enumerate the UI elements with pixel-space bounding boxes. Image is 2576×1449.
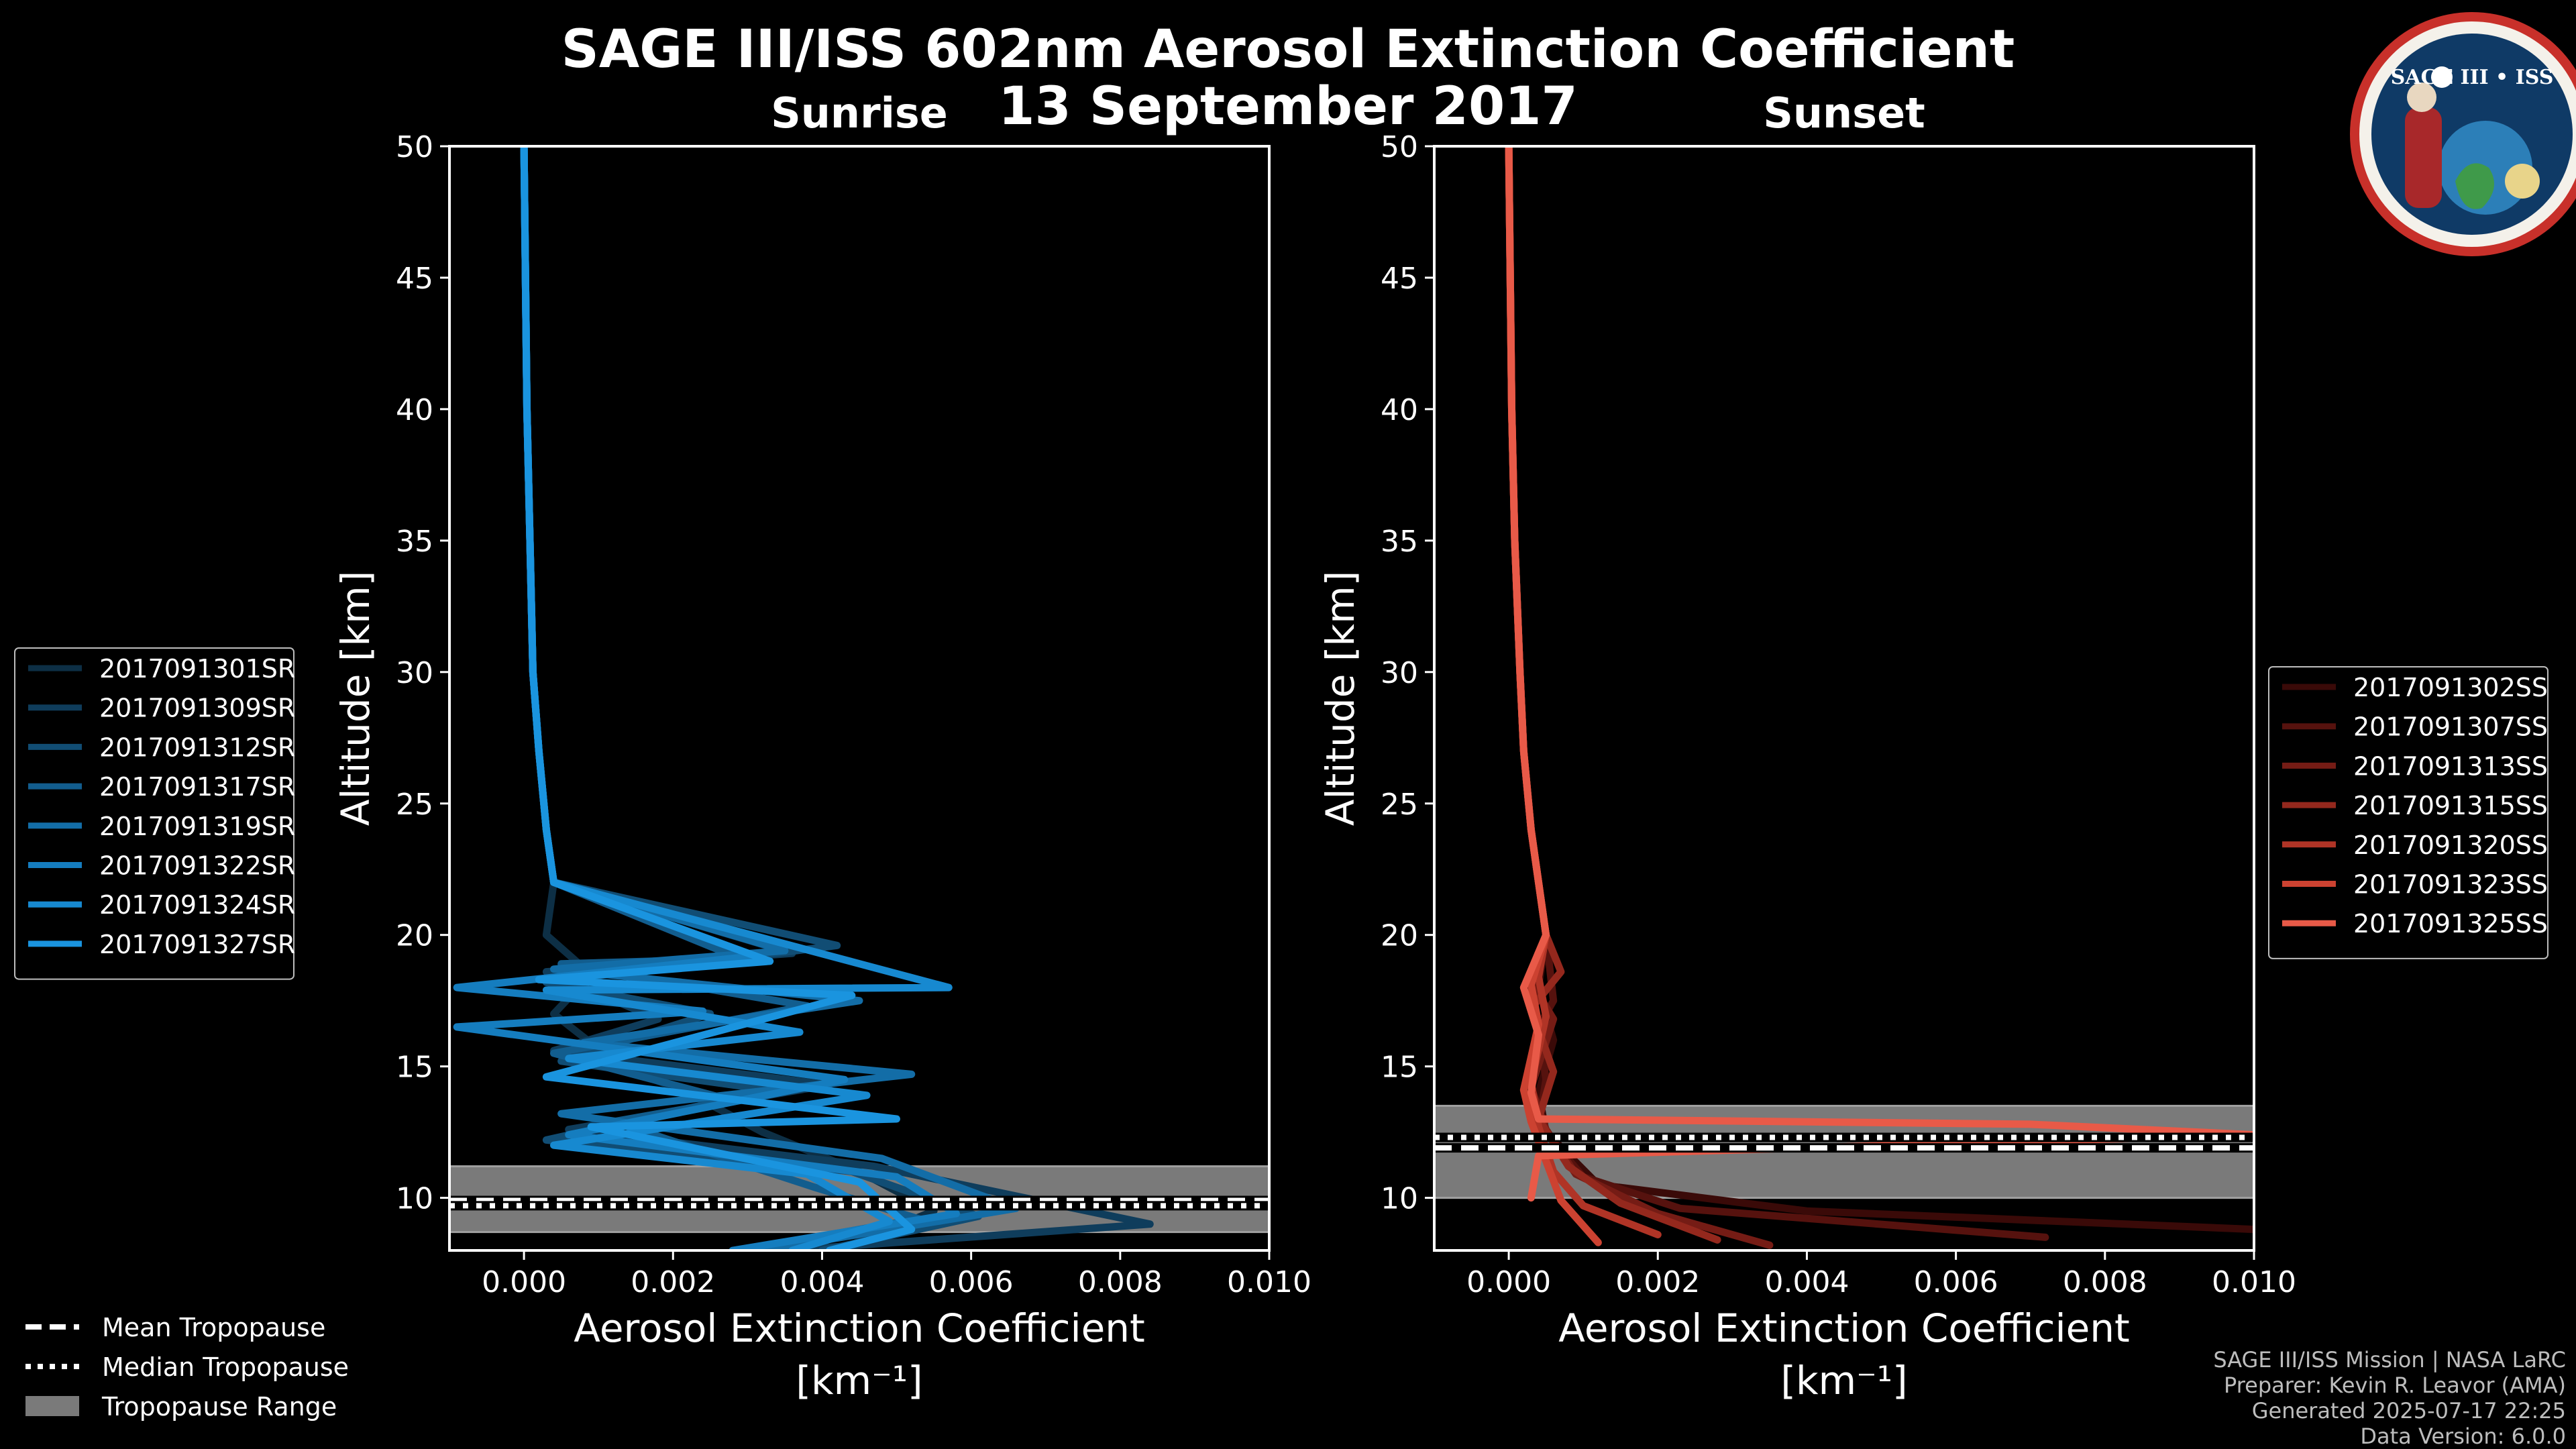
panel-title: Sunset bbox=[1763, 89, 1925, 138]
panel-title: Sunrise bbox=[771, 89, 948, 138]
legend-label: 2017091307SS bbox=[2353, 712, 2548, 742]
tropopause-legend: Mean Tropopause Median Tropopause Tropop… bbox=[25, 1313, 349, 1421]
x-tick-label: 0.004 bbox=[1764, 1265, 1849, 1299]
profile-line-2017091327SR bbox=[520, 146, 916, 1250]
y-tick-label: 45 bbox=[1381, 262, 1418, 296]
y-axis-label: Altitude [km] bbox=[333, 571, 378, 826]
y-tick-label: 50 bbox=[1381, 130, 1418, 164]
sage-iii-iss-logo: SAGE III • ISS bbox=[2350, 12, 2576, 256]
y-tick-label: 30 bbox=[1381, 656, 1418, 690]
figure-title: SAGE III/ISS 602nm Aerosol Extinction Co… bbox=[561, 19, 2015, 80]
figure-date: 13 September 2017 bbox=[998, 76, 1578, 137]
sunset-panel: Sunset 0.000 0.002 0.004 0.006 0.008 0.010 10 15… bbox=[1318, 89, 2548, 1403]
legend-label: 2017091312SR bbox=[99, 733, 295, 762]
y-tick-label: 50 bbox=[396, 130, 433, 164]
x-tick-label: 0.000 bbox=[1466, 1265, 1551, 1299]
legend-label: 2017091320SS bbox=[2353, 830, 2548, 860]
y-tick-label: 25 bbox=[1381, 788, 1418, 822]
tropopause-range-label: Tropopause Range bbox=[101, 1392, 337, 1421]
y-tick-label: 25 bbox=[396, 788, 433, 822]
legend-label: 2017091327SR bbox=[99, 930, 295, 959]
x-tick-label: 0.006 bbox=[929, 1265, 1014, 1299]
tropopause-range-swatch bbox=[25, 1396, 79, 1416]
x-tick-label: 0.008 bbox=[1078, 1265, 1163, 1299]
x-tick-label: 0.002 bbox=[631, 1265, 715, 1299]
y-axis-label: Altitude [km] bbox=[1318, 571, 1363, 826]
legend-label: 2017091325SS bbox=[2353, 909, 2548, 938]
x-axis-unit: [km⁻¹] bbox=[796, 1358, 922, 1403]
sunrise-panel: Sunrise 0.000 0.002 0.004 0.006 0.008 0.010 10 1… bbox=[14, 89, 1311, 1403]
x-axis-label: Aerosol Extinction Coefficient bbox=[1558, 1305, 2130, 1351]
mean-tropopause-label: Mean Tropopause bbox=[102, 1313, 325, 1342]
median-tropopause-label: Median Tropopause bbox=[102, 1352, 349, 1382]
legend-box bbox=[14, 647, 294, 980]
x-tick-label: 0.004 bbox=[780, 1265, 864, 1299]
legend-label: 2017091301SR bbox=[99, 654, 295, 684]
x-tick-label: 0.008 bbox=[2063, 1265, 2147, 1299]
y-tick-label: 35 bbox=[396, 525, 433, 559]
x-tick-label: 0.010 bbox=[1227, 1265, 1311, 1299]
sunset-legend: 2017091302SS 2017091307SS 2017091313SS 2017… bbox=[2268, 666, 2548, 959]
credit-line-4: Data Version: 6.0.0 bbox=[2360, 1424, 2566, 1449]
plot-frame bbox=[448, 145, 1271, 1252]
credit-line-3: Generated 2025-07-17 22:25 bbox=[2252, 1398, 2566, 1424]
legend-box bbox=[2268, 666, 2548, 959]
y-tick-label: 35 bbox=[1381, 525, 1418, 559]
y-tick-label: 15 bbox=[396, 1051, 433, 1085]
y-tick-label: 15 bbox=[1381, 1051, 1418, 1085]
legend-label: 2017091313SS bbox=[2353, 751, 2548, 781]
y-tick-label: 40 bbox=[396, 393, 433, 427]
y-tick-label: 40 bbox=[1381, 393, 1418, 427]
credit-line-1: SAGE III/ISS Mission | NASA LaRC bbox=[2213, 1347, 2566, 1373]
y-tick-label: 10 bbox=[1381, 1182, 1418, 1216]
y-tick-label: 45 bbox=[396, 262, 433, 296]
credit-line-2: Preparer: Kevin R. Leavor (AMA) bbox=[2224, 1373, 2566, 1398]
legend-label: 2017091302SS bbox=[2353, 673, 2548, 702]
x-tick-label: 0.000 bbox=[482, 1265, 566, 1299]
legend-label: 2017091317SR bbox=[99, 772, 295, 802]
x-axis-label: Aerosol Extinction Coefficient bbox=[574, 1305, 1145, 1351]
profile-line-2017091325SS bbox=[1505, 146, 2254, 1202]
credits: SAGE III/ISS Mission | NASA LaRC Prepare… bbox=[2213, 1347, 2566, 1449]
x-tick-label: 0.002 bbox=[1615, 1265, 1700, 1299]
legend-label: 2017091322SR bbox=[99, 851, 295, 881]
y-tick-label: 10 bbox=[396, 1182, 433, 1216]
legend-label: 2017091323SS bbox=[2353, 870, 2548, 900]
x-tick-label: 0.006 bbox=[1914, 1265, 1998, 1299]
legend-label: 2017091319SR bbox=[99, 812, 295, 841]
x-tick-label: 0.010 bbox=[2212, 1265, 2296, 1299]
sunrise-legend: 2017091301SR 2017091309SR 2017091312SR 2017… bbox=[14, 647, 295, 980]
y-tick-label: 30 bbox=[396, 656, 433, 690]
x-axis-unit: [km⁻¹] bbox=[1780, 1358, 1907, 1403]
legend-label: 2017091315SS bbox=[2353, 791, 2548, 820]
plot-frame bbox=[1433, 145, 2255, 1252]
y-tick-label: 20 bbox=[396, 919, 433, 953]
legend-label: 2017091324SR bbox=[99, 890, 295, 920]
y-tick-label: 20 bbox=[1381, 919, 1418, 953]
legend-label: 2017091309SR bbox=[99, 694, 295, 723]
logo-text: SAGE III • ISS bbox=[2391, 66, 2554, 89]
